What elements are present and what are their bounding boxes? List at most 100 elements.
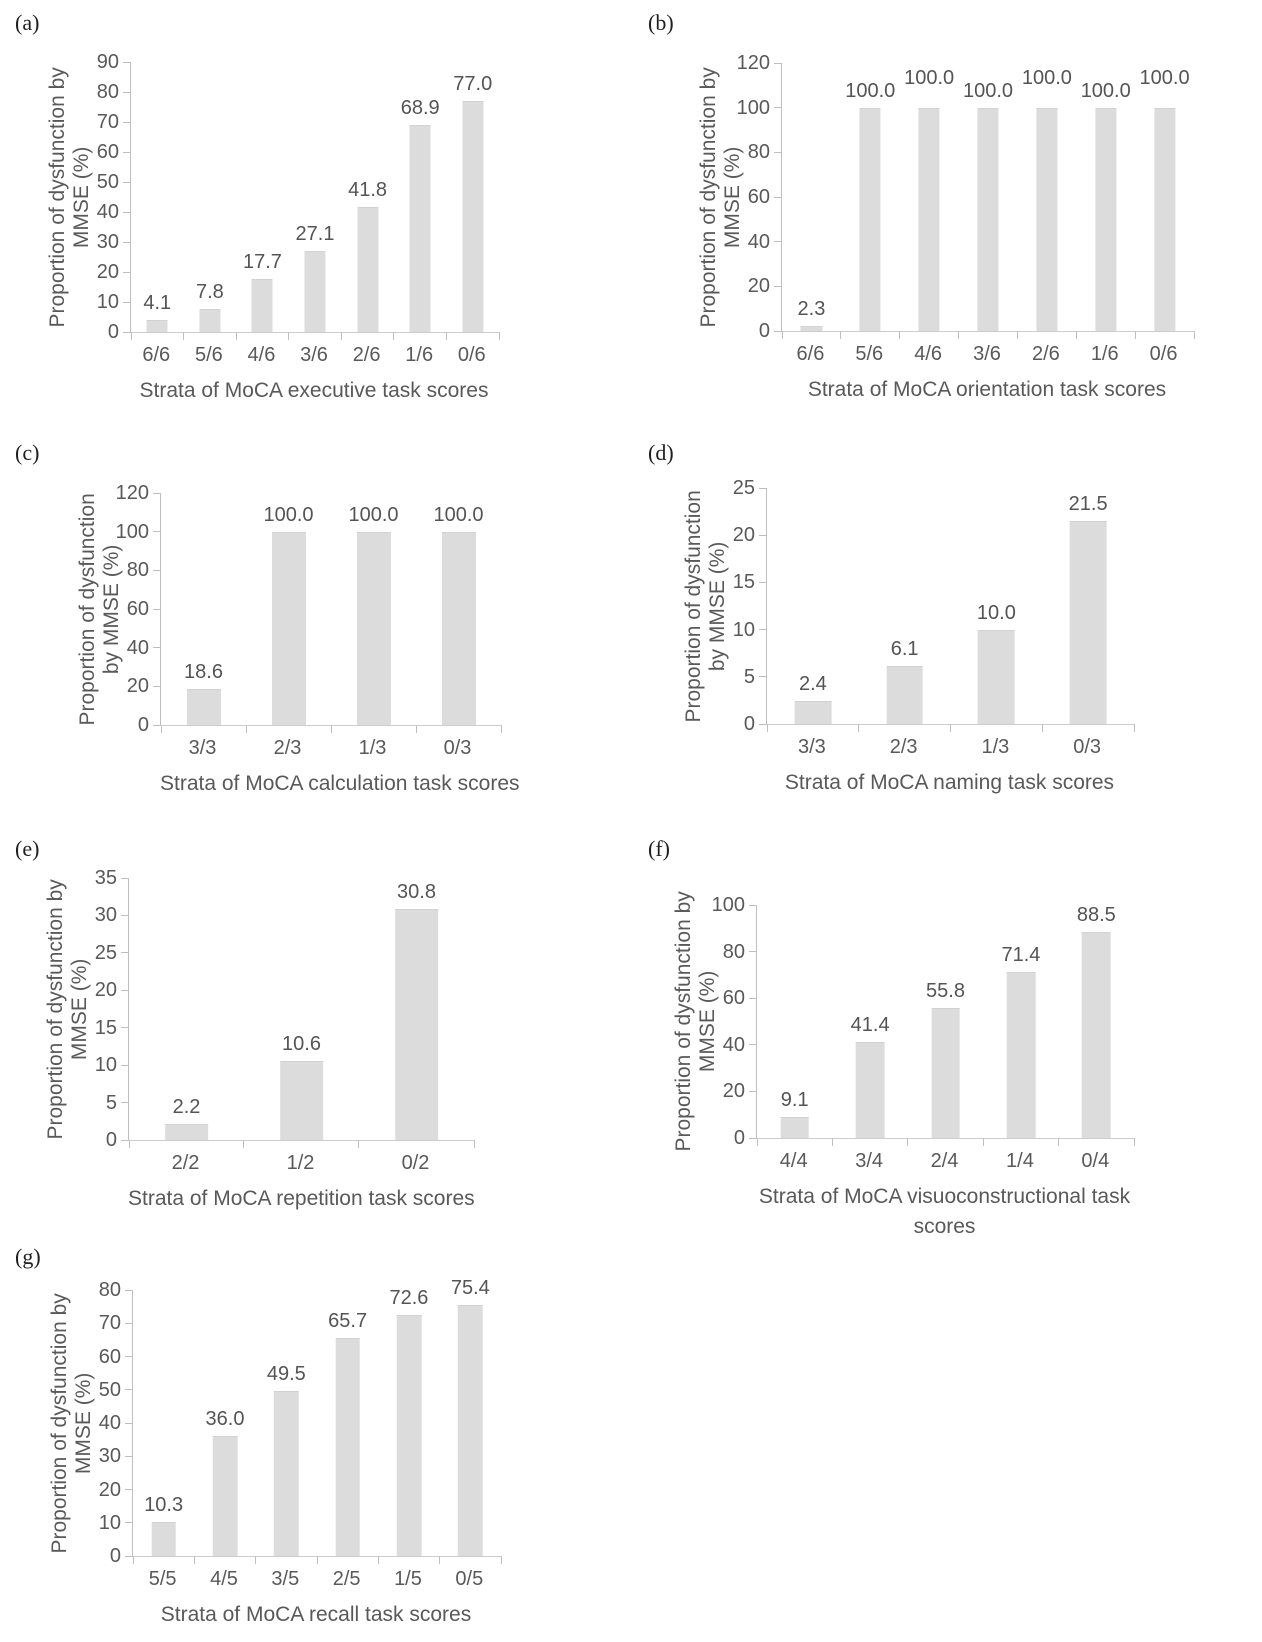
bar-value-label: 72.6 [389,1286,429,1309]
y-tick-label: 10 [94,1054,117,1077]
y-axis-title-text: Proportion of dysfunction by MMSE (%) [672,891,721,1151]
y-tick-mark [749,904,756,906]
x-tick-label: 4/5 [210,1568,238,1590]
bar [462,101,484,332]
panel-letter: (a) [15,10,40,35]
y-tick-label: 0 [105,1129,117,1151]
bar [978,629,1015,724]
panel-letter: (b) [648,10,674,35]
bar-slot: 2.4 [767,488,859,724]
bar-value-label: 68.9 [400,97,440,120]
bar-slots: 2.2 10.6 30.8 [129,878,474,1140]
bar-value-label: 100.0 [1021,66,1072,89]
y-tick-label: 40 [96,201,119,223]
y-tick-mark [153,492,160,494]
bar [1006,971,1036,1138]
plot-area: 0 10 20 30 40 50 60 70 80 90 4.1 7.8 17.7 27.1 41.8 68.… [97,52,500,342]
bar-slot: 4.1 [131,62,184,332]
bar-slot: 100.0 [1135,63,1194,331]
x-tick-label: 4/4 [779,1150,808,1172]
x-axis-title: Strata of MoCA orientation task scores [781,375,1193,405]
bar-slot: 100.0 [246,493,331,725]
bar-slot: 55.8 [908,905,983,1138]
bar-slot: 36.0 [194,1290,255,1556]
bar [212,1436,238,1556]
bar-value-label: 30.8 [397,881,436,904]
y-tick-label: 100 [115,520,149,543]
y-tick-label: 90 [96,51,119,73]
y-tick-mark [749,1044,756,1046]
y-tick-mark [749,951,756,953]
x-tick-mark [899,331,901,339]
y-tick-label: 30 [94,904,117,927]
y-tick-label: 25 [732,477,755,499]
bar-slot: 2.2 [129,878,244,1140]
y-tick-label: 20 [98,1478,121,1501]
x-axis-title: Strata of MoCA naming task scores [766,768,1133,798]
y-tick-label: 35 [94,867,117,889]
x-axis-title: Strata of MoCA executive task scores [130,376,498,406]
x-tick-mark [840,331,842,339]
y-tick-label: 15 [732,571,755,594]
x-tick-label: 0/6 [1149,343,1178,365]
panel-letter: (e) [15,836,40,861]
x-tick-mark [1133,724,1135,732]
x-tick-mark [958,331,960,339]
y-axis-title: Proportion of dysfunction by MMSE (%) [661,891,731,1151]
x-tick-labels: 3/3 2/3 1/3 0/3 [766,736,1133,759]
y-axis-title-line: MMSE (%) [68,958,92,1060]
bar-value-label: 18.6 [184,661,223,684]
x-tick-label: 0/3 [443,737,472,759]
bar-slot: 72.6 [378,1286,439,1556]
y-tick-mark [121,989,128,991]
y-tick-mark [123,181,130,183]
y-tick-mark [121,914,128,916]
bar-value-label: 9.1 [780,1088,809,1111]
x-axis-title-line: Strata of MoCA executive task scores [139,379,489,402]
y-tick-mark [123,121,130,123]
x-axis-title-line: Strata of MoCA recall task scores [160,1603,472,1626]
y-tick-label: 80 [126,559,149,582]
bar-slot: 100.0 [331,493,416,725]
bar-value-label: 65.7 [328,1309,368,1332]
bar-slot: 65.7 [317,1290,378,1556]
panel-c: (c) Proportion of dysfunction by MMSE (%)… [0,410,631,810]
bar-slot: 41.4 [832,905,907,1138]
bar-slots: 2.4 6.1 10.0 21.5 [767,488,1134,724]
y-tick-label: 100 [711,894,745,916]
y-tick-label: 0 [733,1127,745,1149]
y-tick-mark [121,1139,128,1141]
x-axis-title-line: Strata of MoCA visuoconstructional task [758,1185,1131,1208]
x-tick-mark [756,1138,758,1146]
bar [396,1314,422,1556]
x-tick-mark [950,724,951,732]
y-tick-label: 20 [96,261,119,283]
x-tick-mark [130,332,132,340]
x-tick-label: 4/6 [914,343,943,365]
x-tick-mark [330,725,332,733]
bar [199,308,221,332]
y-tick-mark [759,487,766,489]
x-tick-mark [1075,331,1077,339]
bar [409,125,431,332]
y-axis-title-text: Proportion of dysfunction by MMSE (%) [46,67,95,327]
y-tick-mark [123,271,130,273]
y-tick-label: 40 [722,1033,745,1056]
x-tick-label: 5/6 [194,344,223,366]
x-tick-label: 3/4 [855,1150,884,1172]
y-tick-mark [774,285,781,287]
x-tick-label: 1/5 [394,1568,422,1590]
bar [918,107,940,331]
panel-e: (e) Proportion of dysfunction by MMSE (%)… [0,810,631,1230]
y-tick-label: 40 [98,1412,121,1434]
y-tick-mark [774,241,781,243]
x-tick-label: 2/4 [930,1150,959,1172]
y-tick-mark [749,997,756,999]
y-tick-label: 40 [747,230,770,253]
y-tick-mark [123,151,130,153]
y-tick-label: 120 [115,482,149,504]
bar [1095,107,1117,331]
bar-slot: 100.0 [416,493,501,725]
bar-slot: 30.8 [359,878,474,1140]
x-axis-title-line: Strata of MoCA orientation task scores [807,378,1167,401]
